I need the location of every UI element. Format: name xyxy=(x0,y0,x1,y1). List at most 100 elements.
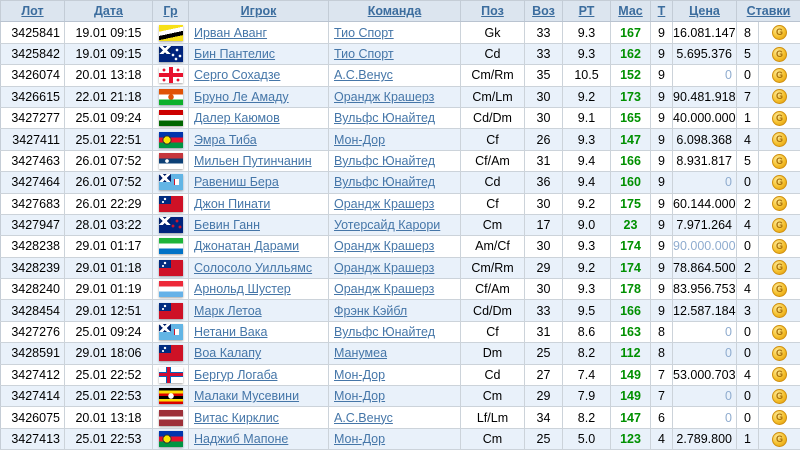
bid-coin-icon[interactable]: G xyxy=(772,281,787,297)
price-cell: 90.481.918 xyxy=(672,86,737,108)
player-link[interactable]: Наджиб Мапоне xyxy=(194,432,289,446)
team-link[interactable]: А.С.Венус xyxy=(334,68,393,83)
player-link[interactable]: Мильен Путинчанин xyxy=(194,153,312,168)
player-link[interactable]: Бин Пантелис xyxy=(194,46,276,61)
bid-coin-icon[interactable]: G xyxy=(772,196,787,212)
sort-price-link[interactable]: Цена xyxy=(689,4,720,19)
bid-coin-icon[interactable]: G xyxy=(772,388,787,404)
team-link[interactable]: Тио Спорт xyxy=(334,46,394,61)
team-link[interactable]: Орандж Крашерз xyxy=(334,196,435,211)
team-link[interactable]: Мон-Дор xyxy=(334,367,386,382)
sort-mastery-link[interactable]: Мас xyxy=(618,4,643,19)
lot-cell: 3427412 xyxy=(0,364,65,387)
bid-coin-icon[interactable]: G xyxy=(772,153,787,169)
bid-coin-icon[interactable]: G xyxy=(772,89,787,105)
team-link[interactable]: Вульфс Юнайтед xyxy=(334,111,436,126)
team-link[interactable]: Орандж Крашерз xyxy=(334,239,435,254)
position-cell: Cm xyxy=(460,428,525,451)
sort-date-link[interactable]: Дата xyxy=(94,4,123,19)
player-link[interactable]: Ирван Аванг xyxy=(194,25,268,40)
bid-coin-icon[interactable]: G xyxy=(772,303,787,319)
team-link[interactable]: Мон-Дор xyxy=(334,132,386,147)
bid-coin-icon[interactable]: G xyxy=(772,410,787,426)
flag-latvia-icon xyxy=(158,409,183,426)
player-link[interactable]: Нетани Вака xyxy=(194,325,268,340)
team-link[interactable]: Мон-Дор xyxy=(334,432,386,446)
player-link[interactable]: Эмра Тиба xyxy=(194,132,257,147)
player-link[interactable]: Арнольд Шустер xyxy=(194,282,291,297)
player-link[interactable]: Бевин Ганн xyxy=(194,218,260,233)
mastery-cell: 149 xyxy=(610,364,651,387)
team-link[interactable]: Уотерсайд Карори xyxy=(334,218,441,233)
team-link[interactable]: Вульфс Юнайтед xyxy=(334,175,436,190)
price-cell: 16.081.147 xyxy=(672,21,737,44)
bid-coin-icon[interactable]: G xyxy=(772,431,787,447)
team-link[interactable]: Орандж Крашерз xyxy=(334,260,435,275)
flag-samoa-icon xyxy=(158,345,183,362)
bid-coin-icon[interactable]: G xyxy=(772,110,787,126)
sort-country-link[interactable]: Гр xyxy=(163,4,178,19)
lot-cell: 3427277 xyxy=(0,107,65,130)
team-link[interactable]: Фрэнк Кэйбл xyxy=(334,303,408,318)
sort-position-link[interactable]: Поз xyxy=(481,4,504,19)
player-link[interactable]: Бруно Ле Амаду xyxy=(194,89,289,104)
player-link[interactable]: Марк Летоа xyxy=(194,303,262,318)
sort-bids-link[interactable]: Ставки xyxy=(746,4,791,19)
bid-coin-icon[interactable]: G xyxy=(772,367,787,383)
player-link[interactable]: Бергур Логаба xyxy=(194,367,278,382)
team-link[interactable]: Тио Спорт xyxy=(334,25,394,40)
bid-coin-icon[interactable]: G xyxy=(772,239,787,255)
player-link[interactable]: Серго Сохадзе xyxy=(194,68,281,83)
team-link[interactable]: Вульфс Юнайтед xyxy=(334,153,436,168)
sort-talent-link[interactable]: Т xyxy=(657,4,666,19)
country-flag-cell xyxy=(152,299,189,322)
player-cell: Солосоло Уилльямс xyxy=(188,257,329,280)
bid-coin-icon[interactable]: G xyxy=(772,324,787,340)
date-cell: 19.01 09:15 xyxy=(64,43,153,66)
player-link[interactable]: Витас Кирклис xyxy=(194,410,279,425)
sort-age-link[interactable]: Воз xyxy=(532,4,555,19)
mastery-cell: 165 xyxy=(610,107,651,130)
flag-brunei-icon xyxy=(158,24,183,41)
auction-row: 3427683 26.01 22:29 Джон Пинати Орандж К… xyxy=(0,193,800,215)
team-link[interactable]: Манумеа xyxy=(334,346,388,361)
team-cell: Мон-Дор xyxy=(328,385,461,408)
auction-row: 3427412 25.01 22:52 Бергур Логаба Мон-До… xyxy=(0,364,800,387)
player-link[interactable]: Джонатан Дарами xyxy=(194,239,300,254)
bid-coin-icon[interactable]: G xyxy=(772,346,787,362)
age-cell: 17 xyxy=(524,214,563,237)
bid-coin-icon[interactable]: G xyxy=(772,217,787,233)
team-cell: Орандж Крашерз xyxy=(328,86,461,108)
player-link[interactable]: Джон Пинати xyxy=(194,196,271,211)
player-link[interactable]: Равениш Бера xyxy=(194,175,279,190)
date-cell: 26.01 07:52 xyxy=(64,171,153,194)
bid-coin-icon[interactable]: G xyxy=(772,174,787,190)
country-flag-cell xyxy=(152,342,189,365)
team-link[interactable]: А.С.Венус xyxy=(334,410,393,425)
coin-cell: G xyxy=(758,278,800,301)
team-link[interactable]: Орандж Крашерз xyxy=(334,282,435,297)
team-link[interactable]: Орандж Крашерз xyxy=(334,89,435,104)
team-link[interactable]: Мон-Дор xyxy=(334,389,386,404)
player-link[interactable]: Солосоло Уилльямс xyxy=(194,260,313,275)
bid-coin-icon[interactable]: G xyxy=(772,46,787,62)
flag-samoa-icon xyxy=(158,259,183,276)
team-cell: Мон-Дор xyxy=(328,428,461,451)
player-link[interactable]: Малаки Мусевини xyxy=(194,389,300,404)
sort-player-link[interactable]: Игрок xyxy=(240,4,277,19)
sort-lot-link[interactable]: Лот xyxy=(21,4,44,19)
talent-cell: 9 xyxy=(650,214,673,237)
age-cell: 30 xyxy=(524,86,563,108)
coin-cell: G xyxy=(758,214,800,237)
bid-coin-icon[interactable]: G xyxy=(772,25,787,41)
talent-cell: 7 xyxy=(650,385,673,408)
sort-team-link[interactable]: Команда xyxy=(367,4,422,19)
bid-coin-icon[interactable]: G xyxy=(772,132,787,148)
bids-count-cell: 2 xyxy=(736,257,759,280)
bid-coin-icon[interactable]: G xyxy=(772,260,787,276)
bid-coin-icon[interactable]: G xyxy=(772,67,787,83)
team-link[interactable]: Вульфс Юнайтед xyxy=(334,325,436,340)
player-link[interactable]: Воа Калапу xyxy=(194,346,262,361)
sort-rating-link[interactable]: РТ xyxy=(578,4,595,19)
player-link[interactable]: Далер Каюмов xyxy=(194,111,280,126)
